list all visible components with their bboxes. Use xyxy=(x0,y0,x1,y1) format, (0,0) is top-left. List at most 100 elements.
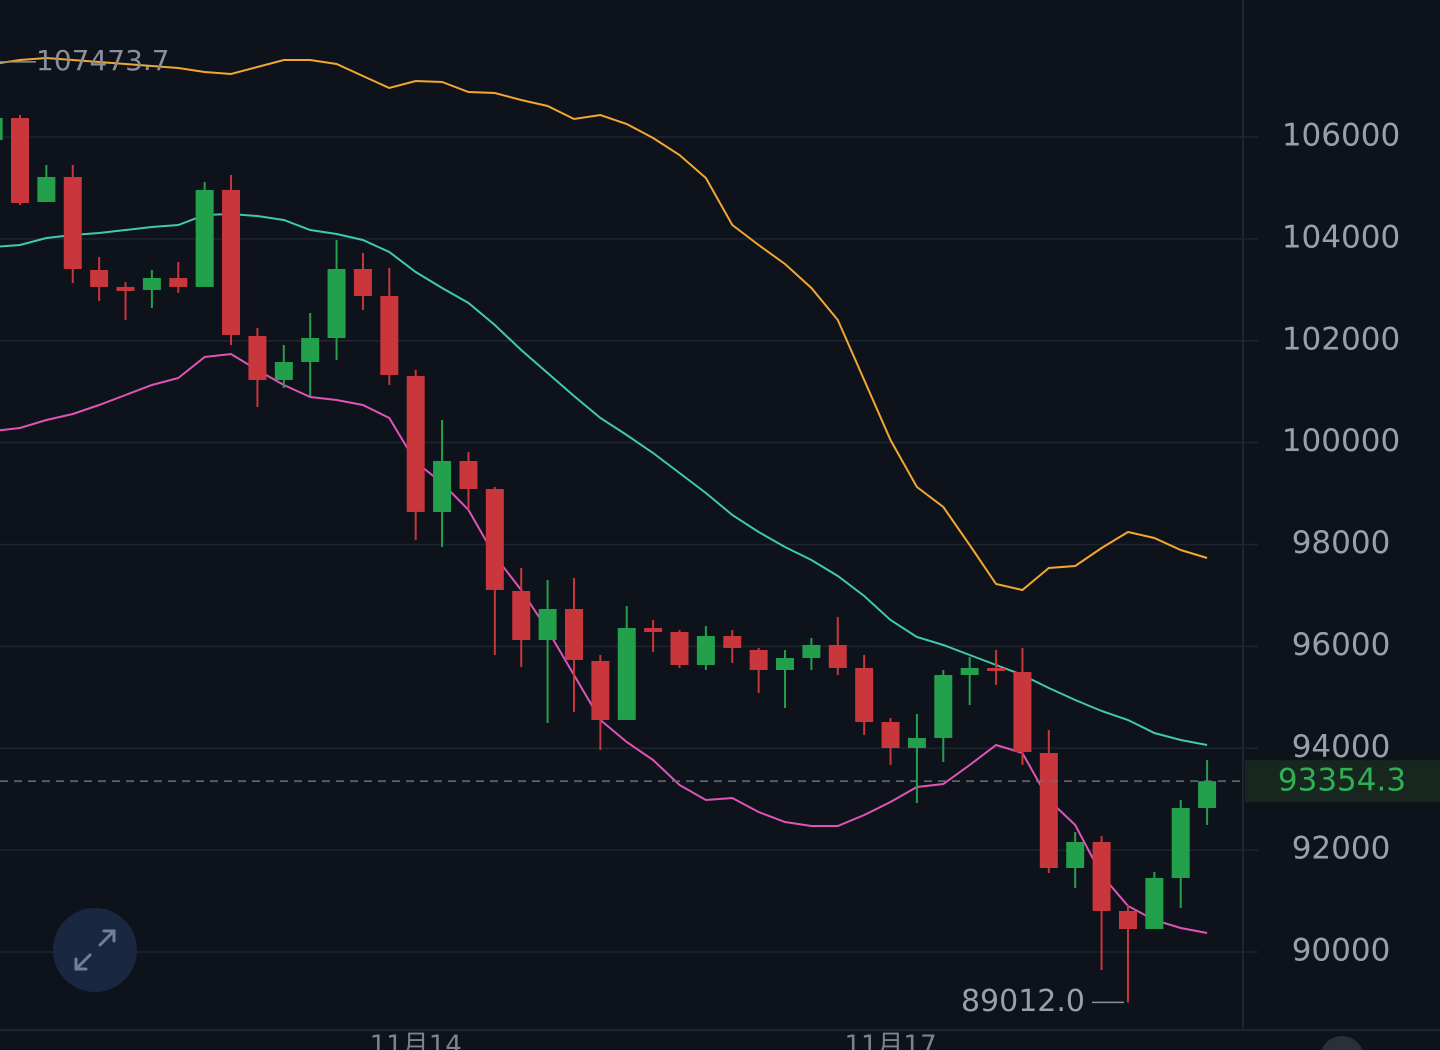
candle-body xyxy=(1039,752,1058,869)
candle xyxy=(591,654,610,750)
candle xyxy=(1198,760,1217,826)
candle xyxy=(485,487,504,655)
min-label: 89012.0 xyxy=(961,984,1085,1019)
candle-body xyxy=(776,657,795,670)
candle-body xyxy=(459,460,478,489)
candle-body xyxy=(591,660,610,720)
menu-button[interactable] xyxy=(1320,1036,1364,1050)
candle xyxy=(301,312,320,396)
candle-body xyxy=(1013,671,1032,753)
candle-body xyxy=(0,117,3,140)
candle xyxy=(617,605,636,720)
candle-body xyxy=(1145,877,1164,929)
expand-button-bg[interactable] xyxy=(53,908,137,992)
last-price-box xyxy=(1245,760,1440,803)
last-price-label: 93354.3 xyxy=(1278,763,1406,799)
candle xyxy=(459,451,478,510)
candle-body xyxy=(512,590,531,640)
candle-body xyxy=(90,269,109,287)
candle-body xyxy=(63,176,82,269)
candle-body xyxy=(960,668,979,675)
y-tick-label: 102000 xyxy=(1282,321,1400,357)
candle-body xyxy=(1118,910,1137,929)
y-tick-label: 96000 xyxy=(1292,627,1391,663)
candle-body xyxy=(749,649,768,670)
candle xyxy=(248,327,267,407)
plot-layer xyxy=(0,56,1258,1003)
candle xyxy=(512,568,531,667)
y-tick-label: 100000 xyxy=(1282,423,1400,459)
candle xyxy=(116,281,135,320)
candle-body xyxy=(195,189,214,287)
candle xyxy=(380,268,399,385)
candle-body xyxy=(934,674,953,738)
candle xyxy=(776,649,795,708)
candle xyxy=(169,261,188,293)
candle xyxy=(0,117,3,140)
candle-body xyxy=(380,295,399,375)
candle-body xyxy=(37,176,56,202)
candle-body xyxy=(406,376,425,512)
candle xyxy=(802,637,821,670)
candle-body xyxy=(723,635,742,648)
y-tick-label: 90000 xyxy=(1292,933,1391,969)
y-tick-label: 106000 xyxy=(1282,117,1400,153)
candle-body xyxy=(881,722,900,748)
candle-body xyxy=(670,631,689,665)
candle xyxy=(142,269,161,308)
candle-body xyxy=(538,608,557,640)
candle-body xyxy=(274,361,293,380)
candle xyxy=(934,669,953,762)
candle-body xyxy=(644,627,663,632)
candle-body xyxy=(564,608,583,661)
candle xyxy=(353,252,372,310)
candle xyxy=(11,114,29,205)
candle-body xyxy=(433,460,452,512)
candle xyxy=(195,181,214,287)
candle-body xyxy=(116,286,135,291)
candle xyxy=(37,165,56,202)
y-tick-label: 92000 xyxy=(1292,831,1391,867)
candle xyxy=(327,239,346,361)
candle-body xyxy=(248,335,267,380)
candle xyxy=(538,579,557,723)
candle-body xyxy=(828,644,847,669)
candle xyxy=(855,654,874,735)
candle-body xyxy=(1092,841,1111,911)
candle xyxy=(987,649,1006,685)
candle xyxy=(723,630,742,664)
candle-body xyxy=(907,737,926,748)
candle-body xyxy=(353,268,372,296)
candle-body xyxy=(1198,781,1217,808)
candle-body xyxy=(11,117,29,204)
candle-body xyxy=(855,668,874,723)
candle-body xyxy=(142,277,161,290)
candle xyxy=(90,257,109,301)
candle xyxy=(1171,799,1190,908)
candle-body xyxy=(327,268,346,339)
band-line xyxy=(0,352,1208,934)
candle xyxy=(433,419,452,547)
candle-body xyxy=(485,488,504,590)
candle xyxy=(274,344,293,388)
x-tick-label: 11月17 xyxy=(844,1031,936,1050)
candle xyxy=(1092,835,1111,970)
candle-body xyxy=(301,338,320,362)
candle xyxy=(670,630,689,669)
candle xyxy=(1066,831,1085,888)
candle xyxy=(644,619,663,652)
candle xyxy=(828,616,847,675)
candle xyxy=(564,577,583,712)
candle xyxy=(1118,904,1137,1003)
candle xyxy=(1013,647,1032,765)
candle-body xyxy=(222,189,241,335)
expand-button[interactable] xyxy=(53,908,137,992)
candle xyxy=(696,625,715,670)
candle-body xyxy=(169,277,188,287)
candle-body xyxy=(987,668,1006,671)
candle xyxy=(749,647,768,693)
candle xyxy=(1145,871,1164,929)
candle xyxy=(63,165,82,283)
